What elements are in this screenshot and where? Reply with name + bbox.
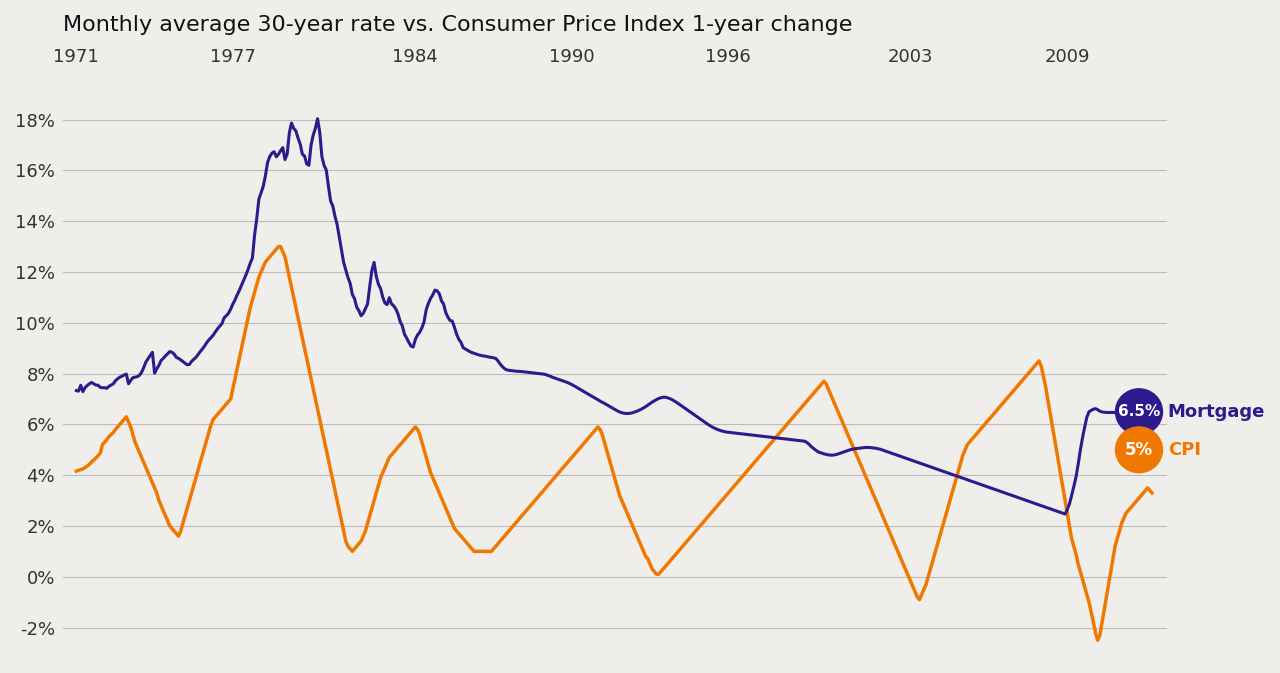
Circle shape	[1115, 389, 1162, 435]
Text: Mortgage: Mortgage	[1167, 402, 1265, 421]
Text: Monthly average 30-year rate vs. Consumer Price Index 1-year change: Monthly average 30-year rate vs. Consume…	[63, 15, 852, 35]
Text: 5%: 5%	[1125, 441, 1153, 459]
Circle shape	[1115, 427, 1162, 472]
Text: 6.5%: 6.5%	[1117, 404, 1160, 419]
Text: CPI: CPI	[1167, 441, 1201, 459]
